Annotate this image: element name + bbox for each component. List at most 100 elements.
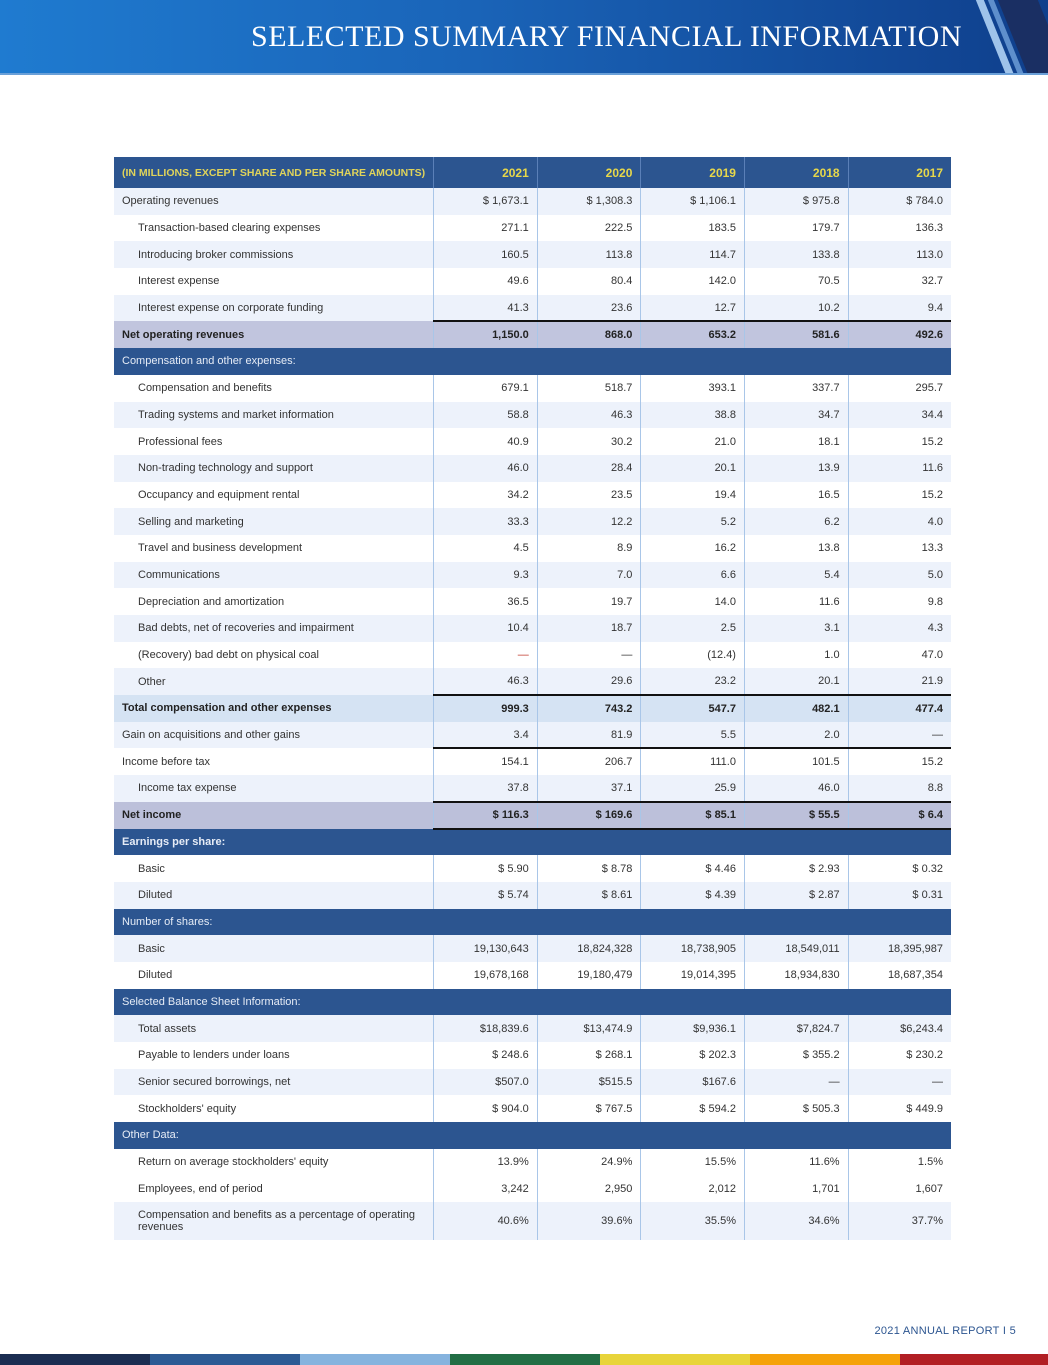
row-label: Other [114,668,434,696]
cell-2018: 11.6% [743,1148,849,1176]
cell-2019: 12.7 [640,294,745,322]
row-label: Diluted [114,961,434,989]
cell-2020: 2,950 [536,1175,641,1203]
table-row: Professional fees 40.9 30.2 21.0 18.1 15.2 [114,428,951,455]
row-label: Depreciation and amortization [114,588,434,615]
cell-2018: $ 2.87 [743,881,849,909]
row-label: Interest expense [114,268,434,295]
cell-2017: 15.2 [847,428,951,455]
table-row: Diluted $ 5.74 $ 8.61 $ 4.39 $ 2.87 $ 0.31 [114,881,951,909]
cell-2020: 29.6 [536,668,641,696]
cell-2018: 34.6% [743,1202,849,1241]
cell-2018: $ 355.2 [743,1042,849,1069]
table-row: Diluted 19,678,168 19,180,479 19,014,395 18,… [114,961,951,989]
cell-2018: $ 975.8 [743,188,849,215]
table-header-row: (IN MILLIONS, EXCEPT SHARE AND PER SHARE… [114,157,951,188]
cell-2021: 1,150.0 [433,320,538,349]
table-row: Payable to lenders under loans $ 248.6 $ 2… [114,1042,951,1069]
cell-2021: $ 116.3 [433,800,538,830]
cell-2019: 2,012 [640,1175,745,1203]
cell-2017: 4.0 [847,508,951,535]
cell-2021: 40.6% [433,1202,538,1241]
cell-2018: 3.1 [743,615,849,642]
cell-2021: $ 5.74 [433,881,538,909]
year-header: 2021 [433,157,538,188]
cell-2021: 999.3 [433,694,538,722]
cell-2017: 5.0 [847,561,951,589]
cell-2019: 114.7 [640,241,745,269]
row-label: Selling and marketing [114,508,434,535]
cell-2017: 477.4 [847,694,951,722]
table-row: Net operating revenues 1,150.0 868.0 653.2 5… [114,320,951,349]
cell-2019: 6.6 [640,561,745,589]
table-row: Other 46.3 29.6 23.2 20.1 21.9 [114,668,951,696]
year-header: 2017 [847,157,951,188]
cell-2018: $ 55.5 [743,800,849,830]
row-label: Selected Balance Sheet Information: [114,988,951,1016]
row-label: Gain on acquisitions and other gains [114,721,434,749]
row-label: Earnings per share: [114,828,951,856]
table-row: Employees, end of period 3,242 2,950 2,012 1… [114,1175,951,1203]
row-label: Net income [114,801,434,829]
table-row: (Recovery) bad debt on physical coal — — (1… [114,641,951,669]
row-label: Communications [114,561,434,589]
cell-2019: 19.4 [640,481,745,509]
cell-2017: $ 784.0 [847,188,951,215]
row-label: Professional fees [114,428,434,455]
cell-2021: 46.0 [433,454,538,482]
cell-2021: 154.1 [433,747,538,776]
cell-2020: 80.4 [536,268,641,295]
cell-2018: 6.2 [743,508,849,535]
cell-2019: 16.2 [640,534,745,562]
table-row: Gain on acquisitions and other gains 3.4 8… [114,721,951,749]
cell-2021: 36.5 [433,588,538,615]
color-bar-segment [450,1354,600,1365]
cell-2017: 11.6 [847,454,951,482]
cell-2021: 3,242 [433,1175,538,1203]
cell-2018: 16.5 [743,481,849,509]
cell-2017: 1,607 [847,1175,951,1203]
cell-2018: 581.6 [743,320,849,349]
cell-2020: 868.0 [536,320,641,349]
cell-2021: 46.3 [433,668,538,696]
cell-2021: $ 904.0 [433,1095,538,1123]
cell-2017: 18,687,354 [847,961,951,989]
year-header: 2020 [536,157,641,188]
cell-2020: 24.9% [536,1148,641,1176]
cell-2020: $ 268.1 [536,1042,641,1069]
row-label: Income before tax [114,748,434,776]
cell-2019: (12.4) [640,641,745,669]
cell-2021: 13.9% [433,1148,538,1176]
cell-2019: $ 4.39 [640,881,745,909]
cell-2019: 21.0 [640,428,745,455]
cell-2018: 1,701 [743,1175,849,1203]
cell-2017: — [847,721,951,749]
cell-2018: 133.8 [743,241,849,269]
row-label: Total assets [114,1015,434,1042]
cell-2017: 492.6 [847,320,951,349]
row-label: Interest expense on corporate funding [114,294,434,322]
cell-2020: 23.5 [536,481,641,509]
row-label: Transaction-based clearing expenses [114,214,434,242]
cell-2019: $9,936.1 [640,1015,745,1042]
row-label: (Recovery) bad debt on physical coal [114,641,434,669]
cell-2020: 12.2 [536,508,641,535]
cell-2020: 7.0 [536,561,641,589]
cell-2020: 743.2 [536,694,641,722]
cell-2019: 183.5 [640,214,745,242]
table-row: Non-trading technology and support 46.0 28… [114,454,951,482]
cell-2021: 9.3 [433,561,538,589]
table-row: Depreciation and amortization 36.5 19.7 14.… [114,588,951,615]
cell-2021: 160.5 [433,241,538,269]
section-header-row: Earnings per share: [114,828,951,856]
table-row: Operating revenues $ 1,673.1 $ 1,308.3 $ 1,… [114,188,951,215]
cell-2020: 46.3 [536,401,641,429]
cell-2018: 482.1 [743,694,849,722]
cell-2017: 47.0 [847,641,951,669]
table-row: Introducing broker commissions 160.5 113.8… [114,241,951,269]
row-label: Non-trading technology and support [114,454,434,482]
table-row: Basic 19,130,643 18,824,328 18,738,905 18,54… [114,935,951,962]
cell-2019: 5.5 [640,721,745,749]
table-row: Income before tax 154.1 206.7 111.0 101.5 15.… [114,747,951,776]
cell-2021: 271.1 [433,214,538,242]
